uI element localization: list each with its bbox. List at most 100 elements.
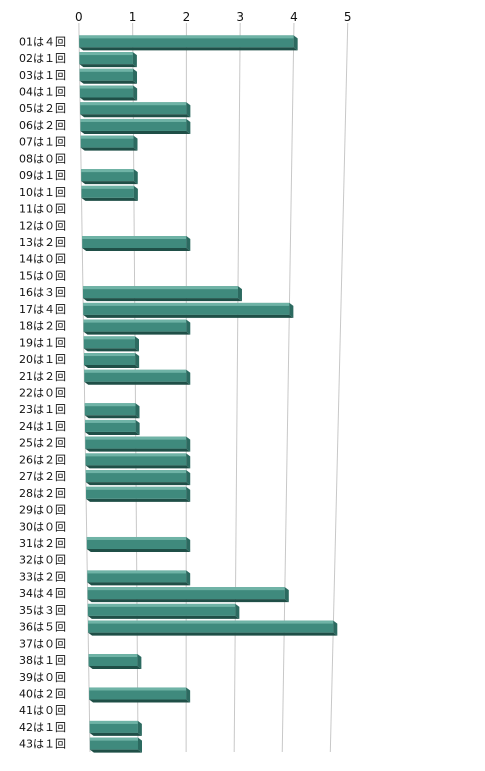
category-label: 05は２回 (19, 102, 66, 115)
bar-end (186, 486, 191, 502)
bar (87, 603, 240, 619)
category-label: 22は０回 (19, 387, 66, 400)
bar-end (186, 118, 191, 134)
category-label: 23は１回 (19, 403, 66, 416)
bar-bottom (84, 381, 191, 385)
category-label: 30は０回 (19, 520, 66, 533)
category-label: 20は１回 (19, 353, 66, 366)
bar-end (186, 319, 191, 335)
bar-end (133, 85, 138, 101)
bar-top (79, 35, 294, 39)
bar-top (87, 587, 285, 591)
bar-end (284, 587, 289, 603)
bar (80, 118, 191, 134)
category-label: 13は２回 (19, 236, 66, 249)
bar-top (81, 169, 134, 173)
bar-end (133, 185, 138, 201)
bar-top (82, 286, 238, 290)
grid-line (233, 22, 241, 753)
bar-top (81, 185, 134, 189)
bar-end (186, 369, 191, 385)
bar-bottom (82, 298, 242, 302)
bar-top (86, 536, 187, 540)
bar (89, 720, 142, 736)
bar-top (85, 470, 187, 474)
bar-top (79, 85, 134, 89)
bar-top (87, 570, 187, 574)
category-label: 39は０回 (19, 671, 66, 684)
bar-top (89, 737, 138, 741)
bar-end (137, 720, 142, 736)
bar (82, 236, 191, 252)
bar (79, 52, 137, 68)
category-label: 02は１回 (19, 52, 66, 65)
category-label: 28は２回 (19, 487, 66, 500)
category-label: 29は０回 (19, 504, 66, 517)
bar-top (89, 687, 187, 691)
bar-bottom (85, 482, 191, 486)
bar (85, 470, 191, 486)
bar-top (79, 68, 134, 72)
category-label: 31は２回 (19, 537, 66, 550)
bar-top (86, 486, 187, 490)
bar-top (85, 436, 187, 440)
bar (88, 620, 338, 636)
bar-top (87, 603, 236, 607)
bar (87, 570, 191, 586)
grid-line (281, 22, 295, 753)
bar-top (83, 319, 187, 323)
x-tick-label: 0 (75, 10, 83, 24)
bar-bottom (80, 114, 191, 118)
category-label: 15は０回 (19, 269, 66, 282)
grid-line (329, 22, 349, 753)
bar-end (133, 135, 138, 151)
category-label: 19は１回 (19, 336, 66, 349)
bar-end (186, 470, 191, 486)
bar-end (186, 570, 191, 586)
bar-bottom (80, 130, 191, 134)
bar (86, 536, 191, 552)
category-label: 43は１回 (19, 738, 66, 751)
bar-end (235, 603, 240, 619)
bar (81, 169, 138, 185)
bar-bottom (87, 582, 191, 586)
bar-top (88, 654, 138, 658)
category-label: 06は２回 (19, 119, 66, 132)
category-label: 32は０回 (19, 554, 66, 567)
bar-bottom (88, 666, 142, 670)
bar-end (135, 336, 140, 352)
bar-end (137, 654, 142, 670)
bar-end (186, 687, 191, 703)
bar-bottom (81, 197, 138, 201)
bar-end (137, 737, 142, 753)
bar (85, 436, 191, 452)
bar-bottom (85, 465, 191, 469)
bar-end (289, 302, 294, 318)
bar (85, 453, 191, 469)
bar-top (83, 302, 290, 306)
bar-bottom (87, 615, 240, 619)
bar-front (79, 52, 133, 65)
category-label: 11は０回 (19, 203, 66, 216)
bar-top (89, 720, 138, 724)
bar (79, 35, 298, 51)
bar-bottom (83, 331, 191, 335)
x-tick-label: 3 (236, 10, 244, 24)
bar-top (83, 353, 136, 357)
bar-bottom (80, 147, 138, 151)
bar-top (83, 336, 136, 340)
bar-bottom (88, 632, 338, 636)
category-label: 18は２回 (19, 320, 66, 333)
category-label: 10は１回 (19, 186, 66, 199)
bar-top (79, 52, 133, 56)
bar-end (237, 286, 242, 302)
category-label: 16は３回 (19, 286, 66, 299)
bar-end (135, 403, 140, 419)
bar-top (82, 236, 187, 240)
category-label: 25は２回 (19, 437, 66, 450)
bar-end (186, 102, 191, 118)
bar-top (88, 620, 334, 624)
bar-bottom (79, 80, 138, 84)
bar-top (85, 453, 187, 457)
x-tick-label: 5 (344, 10, 352, 24)
